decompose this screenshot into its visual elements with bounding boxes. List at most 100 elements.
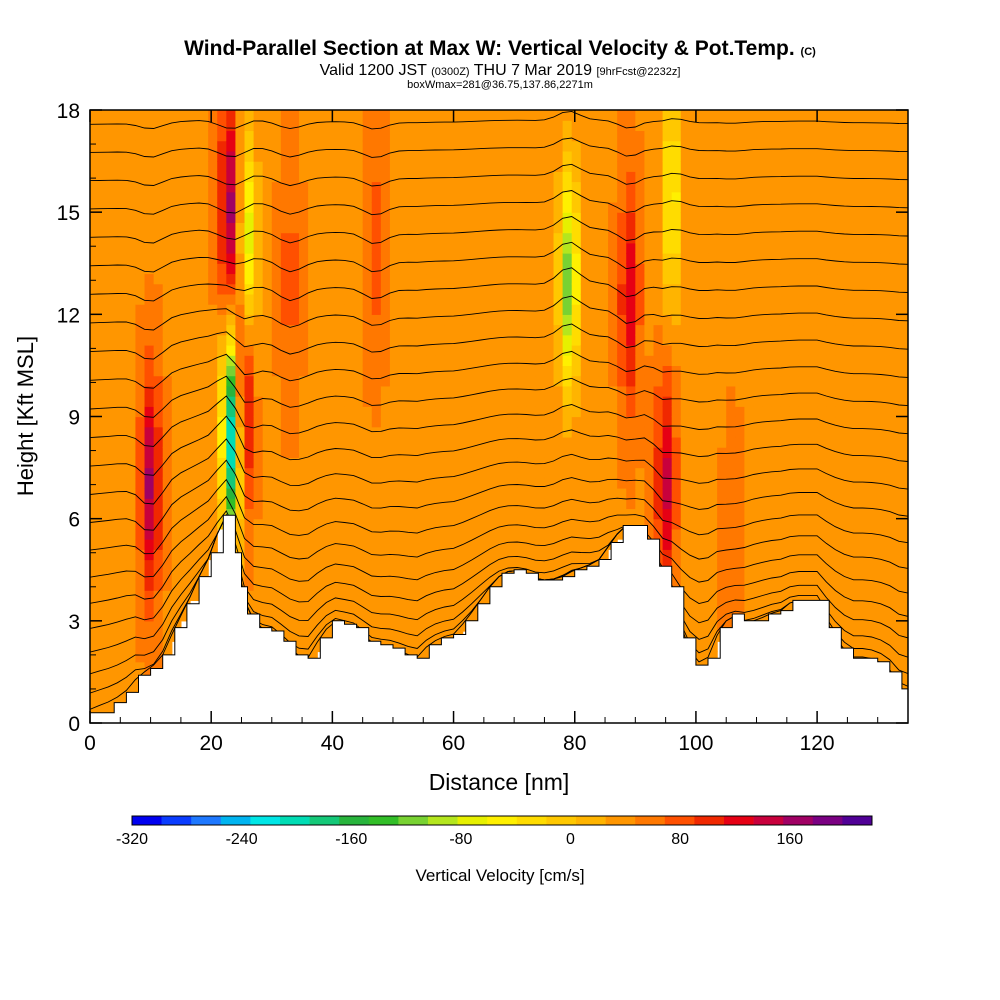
velocity-cell xyxy=(417,344,427,356)
velocity-cell xyxy=(853,181,864,193)
velocity-cell xyxy=(171,293,182,305)
colorbar-swatch xyxy=(191,816,222,825)
velocity-cell xyxy=(698,375,709,387)
velocity-cell xyxy=(144,120,155,132)
velocity-cell xyxy=(817,120,827,132)
velocity-cell xyxy=(189,130,200,142)
velocity-cell xyxy=(90,426,100,438)
velocity-cell xyxy=(780,110,791,121)
velocity-cell xyxy=(589,293,600,305)
velocity-cell xyxy=(362,457,373,469)
velocity-cell xyxy=(808,457,818,469)
velocity-cell xyxy=(226,212,237,223)
velocity-cell xyxy=(344,212,355,223)
velocity-cell xyxy=(235,222,246,234)
velocity-cell xyxy=(762,120,773,132)
velocity-cell xyxy=(598,253,609,264)
velocity-cell xyxy=(789,150,800,162)
velocity-cell xyxy=(780,355,791,367)
velocity-cell xyxy=(371,631,382,642)
velocity-cell xyxy=(598,416,609,428)
velocity-cell xyxy=(771,375,782,387)
velocity-cell xyxy=(244,528,255,540)
velocity-cell xyxy=(762,385,773,397)
velocity-cell xyxy=(853,610,864,622)
velocity-cell xyxy=(289,181,300,193)
velocity-cell xyxy=(489,539,500,550)
velocity-cell xyxy=(589,559,600,571)
velocity-cell xyxy=(317,232,327,244)
velocity-cell xyxy=(90,120,100,132)
velocity-cell xyxy=(299,610,309,622)
velocity-cell xyxy=(262,161,273,172)
velocity-cell xyxy=(426,457,436,469)
valid-date: THU 7 Mar 2019 xyxy=(473,62,593,79)
velocity-cell xyxy=(617,344,627,356)
colorbar-swatch xyxy=(753,816,784,825)
velocity-cell xyxy=(499,253,509,264)
velocity-cell xyxy=(189,140,200,152)
velocity-cell xyxy=(562,120,573,132)
velocity-cell xyxy=(817,488,827,499)
velocity-cell xyxy=(517,365,527,377)
velocity-cell xyxy=(144,457,155,469)
velocity-cell xyxy=(171,610,182,622)
velocity-cell xyxy=(444,590,455,601)
velocity-cell xyxy=(635,344,646,356)
velocity-cell xyxy=(726,314,736,326)
velocity-cell xyxy=(517,518,527,530)
velocity-cell xyxy=(826,140,836,152)
velocity-cell xyxy=(871,600,882,612)
velocity-cell xyxy=(826,477,836,489)
velocity-cell xyxy=(471,477,482,489)
velocity-cell xyxy=(780,590,791,601)
velocity-cell xyxy=(680,161,691,172)
velocity-cell xyxy=(517,396,527,407)
velocity-cell xyxy=(90,355,100,367)
velocity-cell xyxy=(380,620,391,632)
velocity-cell xyxy=(635,181,646,193)
velocity-cell xyxy=(108,477,118,489)
velocity-cell xyxy=(526,283,536,295)
velocity-cell xyxy=(226,120,237,132)
velocity-cell xyxy=(835,334,845,346)
velocity-cell xyxy=(717,222,727,234)
velocity-cell xyxy=(271,293,282,305)
velocity-cell xyxy=(580,181,591,193)
velocity-cell xyxy=(835,201,845,213)
velocity-cell xyxy=(844,304,855,315)
velocity-cell xyxy=(362,242,373,254)
velocity-cell xyxy=(144,263,155,275)
velocity-cell xyxy=(208,314,218,326)
velocity-cell xyxy=(626,130,636,142)
velocity-cell xyxy=(662,508,673,520)
velocity-cell xyxy=(526,161,536,172)
velocity-cell xyxy=(526,242,536,254)
velocity-cell xyxy=(162,559,173,571)
velocity-cell xyxy=(671,314,682,326)
velocity-cell xyxy=(289,273,300,285)
velocity-cell xyxy=(208,212,218,223)
velocity-cell xyxy=(280,396,291,407)
velocity-cell xyxy=(462,314,473,326)
velocity-cell xyxy=(326,324,336,336)
velocity-cell xyxy=(135,150,146,162)
velocity-cell xyxy=(508,385,518,397)
velocity-cell xyxy=(635,232,646,244)
velocity-cell xyxy=(308,406,318,418)
velocity-cell xyxy=(698,293,709,305)
velocity-cell xyxy=(626,498,636,510)
velocity-cell xyxy=(371,140,382,152)
velocity-cell xyxy=(744,498,755,510)
velocity-cell xyxy=(117,130,127,142)
velocity-cell xyxy=(389,334,400,346)
velocity-cell xyxy=(826,130,836,142)
velocity-cell xyxy=(717,110,727,121)
velocity-cell xyxy=(835,436,845,448)
velocity-cell xyxy=(517,314,527,326)
velocity-cell xyxy=(862,518,873,530)
velocity-cell xyxy=(508,406,518,418)
velocity-cell xyxy=(253,498,264,510)
velocity-cell xyxy=(835,416,845,428)
velocity-cell xyxy=(698,334,709,346)
